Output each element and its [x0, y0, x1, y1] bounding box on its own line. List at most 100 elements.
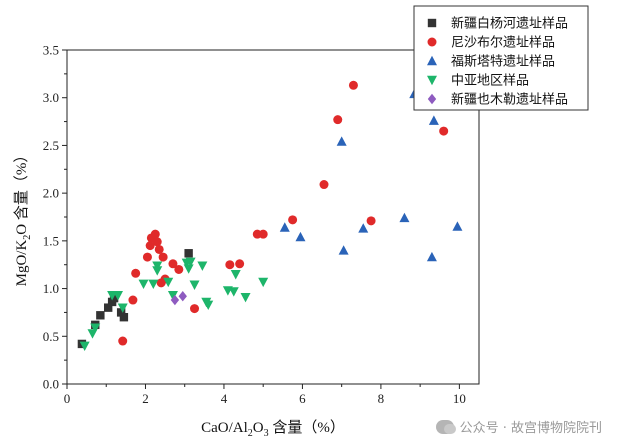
data-point: [118, 336, 128, 346]
data-point: [399, 212, 410, 223]
data-point: [279, 222, 290, 232]
data-point: [348, 80, 358, 90]
y-tick-label: 3.0: [43, 90, 59, 105]
data-point: [428, 115, 439, 125]
x-tick-label: 2: [142, 391, 149, 406]
y-tick-label: 0.5: [43, 329, 59, 344]
y-tick-label: 1.5: [43, 233, 59, 248]
y-axis-title-prefix: MgO/K: [14, 240, 30, 287]
data-point: [185, 257, 196, 268]
x-axis-title-prefix: CaO/Al: [201, 420, 248, 436]
legend-label: 新疆白杨河遗址样品: [451, 16, 568, 32]
series-3: [279, 88, 463, 262]
data-point: [230, 270, 241, 280]
data-point: [158, 252, 168, 262]
data-point: [258, 277, 269, 288]
data-point: [203, 300, 214, 310]
x-tick-label: 4: [221, 391, 228, 406]
data-point: [319, 180, 329, 190]
x-axis-title: CaO/Al2O3 含量（%）: [201, 419, 345, 439]
y-tick-label: 0.0: [43, 377, 59, 392]
wechat-icon: [435, 419, 456, 434]
data-point: [117, 303, 128, 313]
data-points: [77, 80, 463, 352]
data-point: [338, 245, 349, 255]
x-axis-title-suffix: 含量（%）: [269, 419, 345, 436]
y-axis-title-suffix: O 含量（%）: [13, 148, 30, 235]
legend-label: 中亚地区样品: [451, 74, 529, 89]
legend-marker: [427, 93, 437, 105]
data-point: [225, 260, 235, 270]
data-point: [145, 241, 155, 251]
data-point: [113, 291, 124, 301]
plot-frame: [66, 49, 480, 385]
data-point: [358, 223, 369, 233]
y-axis-title: MgO/K2O 含量（%）: [13, 148, 33, 287]
data-point: [452, 221, 463, 231]
data-point: [333, 115, 343, 125]
data-point: [183, 264, 194, 274]
x-tick-label: 8: [378, 391, 385, 406]
data-point: [366, 216, 376, 226]
legend-marker: [427, 37, 437, 47]
data-point: [90, 323, 101, 333]
data-point: [184, 249, 193, 258]
data-point: [116, 308, 126, 317]
x-tick-label: 10: [453, 391, 466, 406]
data-point: [426, 251, 437, 262]
series-4: [79, 257, 269, 352]
data-point: [152, 261, 163, 271]
data-point: [295, 231, 306, 242]
data-point: [178, 291, 187, 302]
data-point: [154, 244, 164, 254]
data-point: [163, 277, 174, 288]
data-point: [150, 229, 160, 239]
data-point: [167, 291, 178, 301]
data-point: [142, 252, 152, 262]
data-point: [336, 136, 347, 146]
data-point: [104, 303, 113, 312]
axis-ticks: 0 2 4 6 8 10 0.0 0.5 1.0 1.5 2.0 2.5 3.0 3.5: [43, 43, 466, 407]
watermark: 公众号 · 故宫博物院院刊: [435, 417, 602, 436]
series-5: [170, 291, 187, 306]
data-point: [109, 293, 119, 303]
watermark-text: 公众号 · 故宫博物院院刊: [459, 421, 602, 436]
data-point: [79, 341, 90, 352]
data-point: [148, 279, 159, 289]
y-tick-label: 2.0: [43, 186, 59, 201]
y-tick-label: 1.0: [43, 281, 59, 296]
legend-label: 尼沙布尔遗址样品: [451, 36, 555, 51]
data-point: [96, 311, 105, 320]
legend-marker: [427, 75, 437, 86]
data-point: [138, 279, 149, 289]
x-axis-title-sub2: 3: [264, 428, 269, 439]
data-point: [439, 126, 449, 136]
data-point: [131, 268, 141, 278]
legend-label: 新疆也木勒遗址样品: [451, 92, 568, 108]
data-point: [235, 259, 245, 269]
x-tick-label: 6: [299, 391, 306, 406]
data-point: [258, 229, 268, 239]
data-point: [189, 280, 200, 290]
data-point: [168, 259, 178, 269]
data-point: [119, 313, 129, 322]
x-axis-title-mid: O: [253, 420, 264, 436]
legend-label: 福斯塔特遗址样品: [451, 55, 555, 70]
data-point: [197, 261, 208, 271]
y-tick-label: 2.5: [43, 138, 59, 153]
legend-box: [413, 5, 589, 111]
data-point: [170, 294, 180, 306]
x-axis-title-sub1: 2: [248, 428, 253, 439]
legend-marker: [427, 18, 437, 28]
data-point: [174, 264, 184, 274]
y-axis-title-sub1: 2: [22, 235, 33, 240]
data-point: [128, 295, 138, 305]
data-point: [288, 215, 298, 225]
data-point: [152, 266, 163, 276]
series-2: [118, 80, 449, 346]
data-point: [152, 237, 162, 247]
y-tick-label: 3.5: [43, 43, 59, 58]
data-point: [240, 292, 251, 303]
